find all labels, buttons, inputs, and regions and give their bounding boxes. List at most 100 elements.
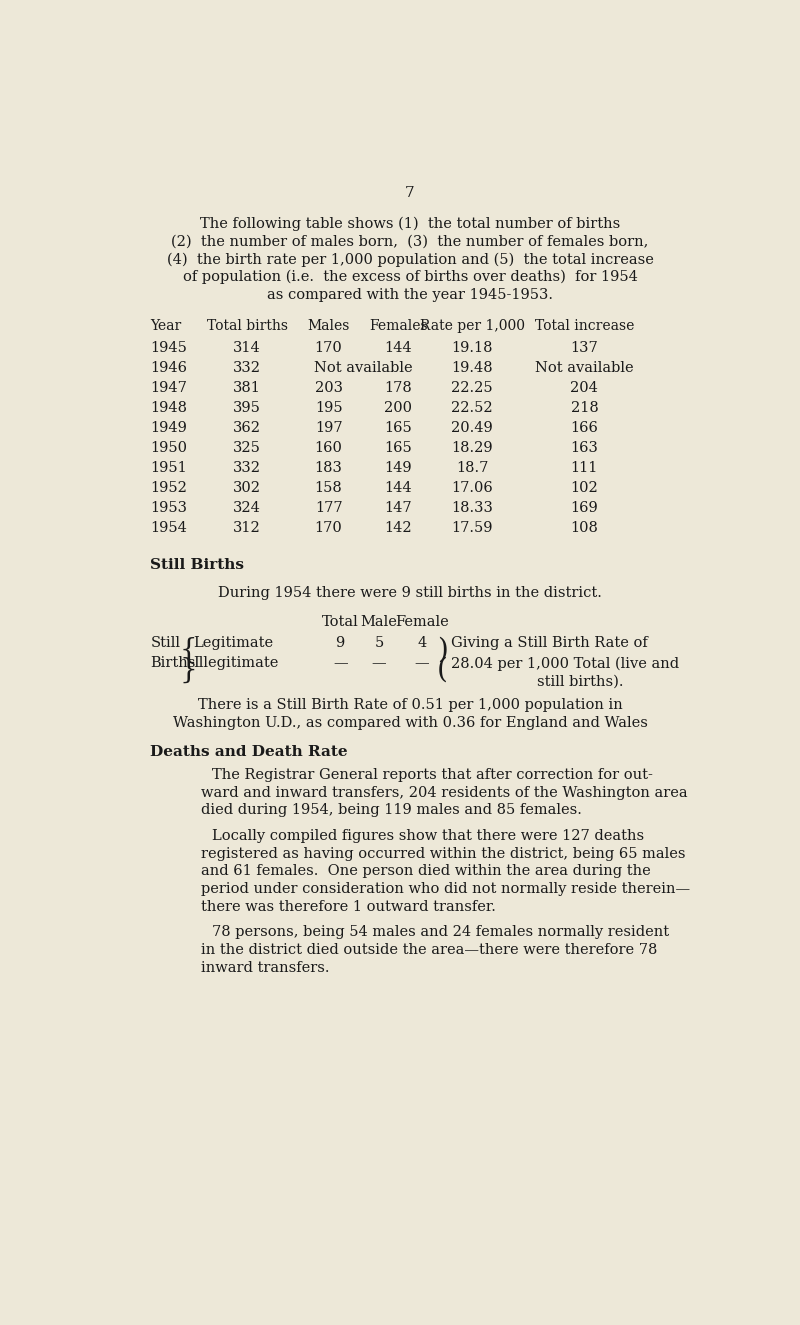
Text: 1950: 1950	[150, 441, 187, 454]
Text: of population (i.e.  the excess of births over deaths)  for 1954: of population (i.e. the excess of births…	[182, 270, 638, 285]
Text: 312: 312	[234, 521, 261, 535]
Text: 1954: 1954	[150, 521, 187, 535]
Text: 160: 160	[314, 441, 342, 454]
Text: 183: 183	[314, 461, 342, 474]
Text: 362: 362	[234, 421, 262, 435]
Text: The following table shows (1)  the total number of births: The following table shows (1) the total …	[200, 217, 620, 231]
Text: ward and inward transfers, 204 residents of the Washington area: ward and inward transfers, 204 residents…	[201, 786, 687, 800]
Text: 137: 137	[570, 341, 598, 355]
Text: as compared with the year 1945-1953.: as compared with the year 1945-1953.	[267, 288, 553, 302]
Text: 1946: 1946	[150, 360, 187, 375]
Text: 7: 7	[405, 186, 415, 200]
Text: 332: 332	[234, 461, 262, 474]
Text: 20.49: 20.49	[451, 421, 493, 435]
Text: and 61 females.  One person died within the area during the: and 61 females. One person died within t…	[201, 864, 650, 878]
Text: There is a Still Birth Rate of 0.51 per 1,000 population in: There is a Still Birth Rate of 0.51 per …	[198, 698, 622, 712]
Text: 111: 111	[570, 461, 598, 474]
Text: 395: 395	[234, 400, 261, 415]
Text: 166: 166	[570, 421, 598, 435]
Text: {: {	[180, 636, 198, 664]
Text: Still: Still	[150, 636, 180, 651]
Text: there was therefore 1 outward transfer.: there was therefore 1 outward transfer.	[201, 900, 496, 914]
Text: }: }	[180, 656, 198, 684]
Text: 1951: 1951	[150, 461, 187, 474]
Text: Females: Females	[369, 319, 428, 333]
Text: 144: 144	[385, 481, 412, 494]
Text: 22.25: 22.25	[451, 380, 493, 395]
Text: Total increase: Total increase	[534, 319, 634, 333]
Text: Not available: Not available	[314, 360, 413, 375]
Text: —: —	[333, 656, 347, 670]
Text: 163: 163	[570, 441, 598, 454]
Text: 4: 4	[417, 636, 426, 651]
Text: Year: Year	[150, 319, 182, 333]
Text: Female: Female	[394, 615, 449, 629]
Text: The Registrar General reports that after correction for out-: The Registrar General reports that after…	[212, 768, 654, 782]
Text: 197: 197	[315, 421, 342, 435]
Text: 158: 158	[314, 481, 342, 494]
Text: 1949: 1949	[150, 421, 187, 435]
Text: in the district died outside the area—there were therefore 78: in the district died outside the area—th…	[201, 943, 657, 957]
Text: still births).: still births).	[538, 674, 624, 689]
Text: Rate per 1,000: Rate per 1,000	[419, 319, 525, 333]
Text: 1945: 1945	[150, 341, 187, 355]
Text: 142: 142	[385, 521, 412, 535]
Text: 19.48: 19.48	[451, 360, 493, 375]
Text: died during 1954, being 119 males and 85 females.: died during 1954, being 119 males and 85…	[201, 803, 582, 818]
Text: registered as having occurred within the district, being 65 males: registered as having occurred within the…	[201, 847, 686, 861]
Text: 170: 170	[314, 341, 342, 355]
Text: Washington U.D., as compared with 0.36 for England and Wales: Washington U.D., as compared with 0.36 f…	[173, 716, 647, 730]
Text: (2)  the number of males born,  (3)  the number of females born,: (2) the number of males born, (3) the nu…	[171, 235, 649, 249]
Text: 17.06: 17.06	[451, 481, 493, 494]
Text: 147: 147	[385, 501, 412, 515]
Text: —: —	[372, 656, 386, 670]
Text: 18.29: 18.29	[451, 441, 493, 454]
Text: 165: 165	[385, 421, 412, 435]
Text: 1953: 1953	[150, 501, 187, 515]
Text: 177: 177	[315, 501, 342, 515]
Text: Still Births: Still Births	[150, 558, 244, 572]
Text: 18.33: 18.33	[451, 501, 493, 515]
Text: 314: 314	[234, 341, 261, 355]
Text: 5: 5	[374, 636, 384, 651]
Text: 144: 144	[385, 341, 412, 355]
Text: 195: 195	[315, 400, 342, 415]
Text: Males: Males	[307, 319, 350, 333]
Text: 324: 324	[234, 501, 261, 515]
Text: 19.18: 19.18	[451, 341, 493, 355]
Text: inward transfers.: inward transfers.	[201, 961, 330, 975]
Text: 28.04 per 1,000 Total (live and: 28.04 per 1,000 Total (live and	[451, 656, 679, 670]
Text: 165: 165	[385, 441, 412, 454]
Text: 108: 108	[570, 521, 598, 535]
Text: Legitimate: Legitimate	[193, 636, 273, 651]
Text: 9: 9	[336, 636, 345, 651]
Text: 203: 203	[314, 380, 342, 395]
Text: 178: 178	[385, 380, 412, 395]
Text: 78 persons, being 54 males and 24 females normally resident: 78 persons, being 54 males and 24 female…	[212, 925, 670, 939]
Text: 381: 381	[234, 380, 261, 395]
Text: Male: Male	[361, 615, 398, 629]
Text: (: (	[437, 656, 448, 684]
Text: Not available: Not available	[535, 360, 634, 375]
Text: 102: 102	[570, 481, 598, 494]
Text: 1947: 1947	[150, 380, 187, 395]
Text: 218: 218	[570, 400, 598, 415]
Text: ): )	[437, 636, 448, 664]
Text: Births: Births	[150, 656, 196, 670]
Text: 170: 170	[314, 521, 342, 535]
Text: Giving a Still Birth Rate of: Giving a Still Birth Rate of	[451, 636, 648, 651]
Text: 200: 200	[384, 400, 412, 415]
Text: 22.52: 22.52	[451, 400, 493, 415]
Text: Total births: Total births	[206, 319, 288, 333]
Text: 302: 302	[234, 481, 262, 494]
Text: 325: 325	[234, 441, 261, 454]
Text: Illegitimate: Illegitimate	[193, 656, 278, 670]
Text: period under consideration who did not normally reside therein—: period under consideration who did not n…	[201, 882, 690, 896]
Text: 1952: 1952	[150, 481, 187, 494]
Text: (4)  the birth rate per 1,000 population and (5)  the total increase: (4) the birth rate per 1,000 population …	[166, 252, 654, 266]
Text: Total: Total	[322, 615, 358, 629]
Text: 332: 332	[234, 360, 262, 375]
Text: 169: 169	[570, 501, 598, 515]
Text: 1948: 1948	[150, 400, 187, 415]
Text: 17.59: 17.59	[451, 521, 493, 535]
